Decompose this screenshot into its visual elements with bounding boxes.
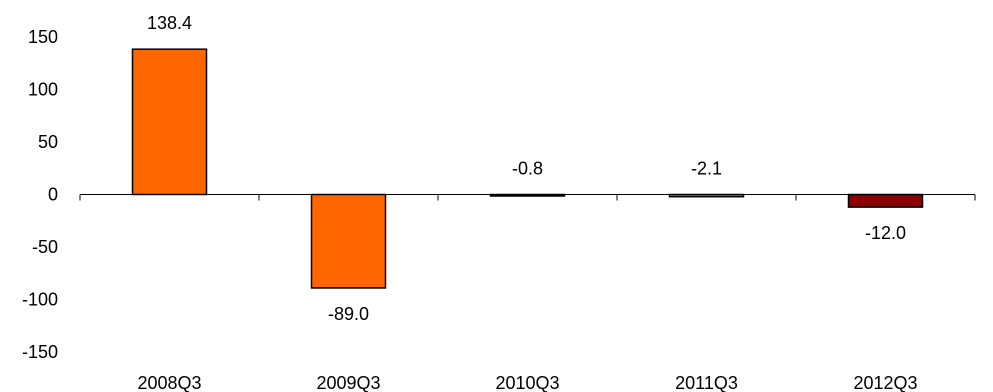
y-tick-label: 150: [28, 27, 58, 47]
y-axis: 150 100 50 0 -50 -100 -150: [22, 27, 58, 362]
y-tick-label: 100: [28, 80, 58, 100]
x-tick-label: 2012Q3: [853, 373, 917, 392]
bar: [668, 193, 745, 198]
bar: [847, 193, 924, 208]
data-label: 138.4: [147, 13, 192, 33]
y-tick-label: 50: [38, 132, 58, 152]
bar: [310, 193, 387, 289]
y-tick-label: -150: [22, 342, 58, 362]
bar: [489, 193, 566, 197]
data-label: -12.0: [865, 223, 906, 243]
x-tick-label: 2011Q3: [675, 373, 738, 392]
data-label: -89.0: [328, 304, 369, 324]
data-label: -2.1: [691, 159, 722, 179]
value-labels: 138.4 -89.0 -0.8 -2.1 -12.0: [147, 13, 906, 324]
x-tick-label: 2009Q3: [316, 373, 380, 392]
x-tick-label: 2010Q3: [495, 373, 559, 392]
bar: [131, 48, 208, 196]
data-label: -0.8: [512, 159, 543, 179]
category-labels: 2008Q3 2009Q3 2010Q3 2011Q3 2012Q3: [137, 373, 917, 392]
x-tick-label: 2008Q3: [137, 373, 201, 392]
y-tick-label: -100: [22, 290, 58, 310]
y-tick-label: -50: [32, 237, 58, 257]
y-tick-label: 0: [48, 185, 58, 205]
bars: [131, 48, 924, 289]
